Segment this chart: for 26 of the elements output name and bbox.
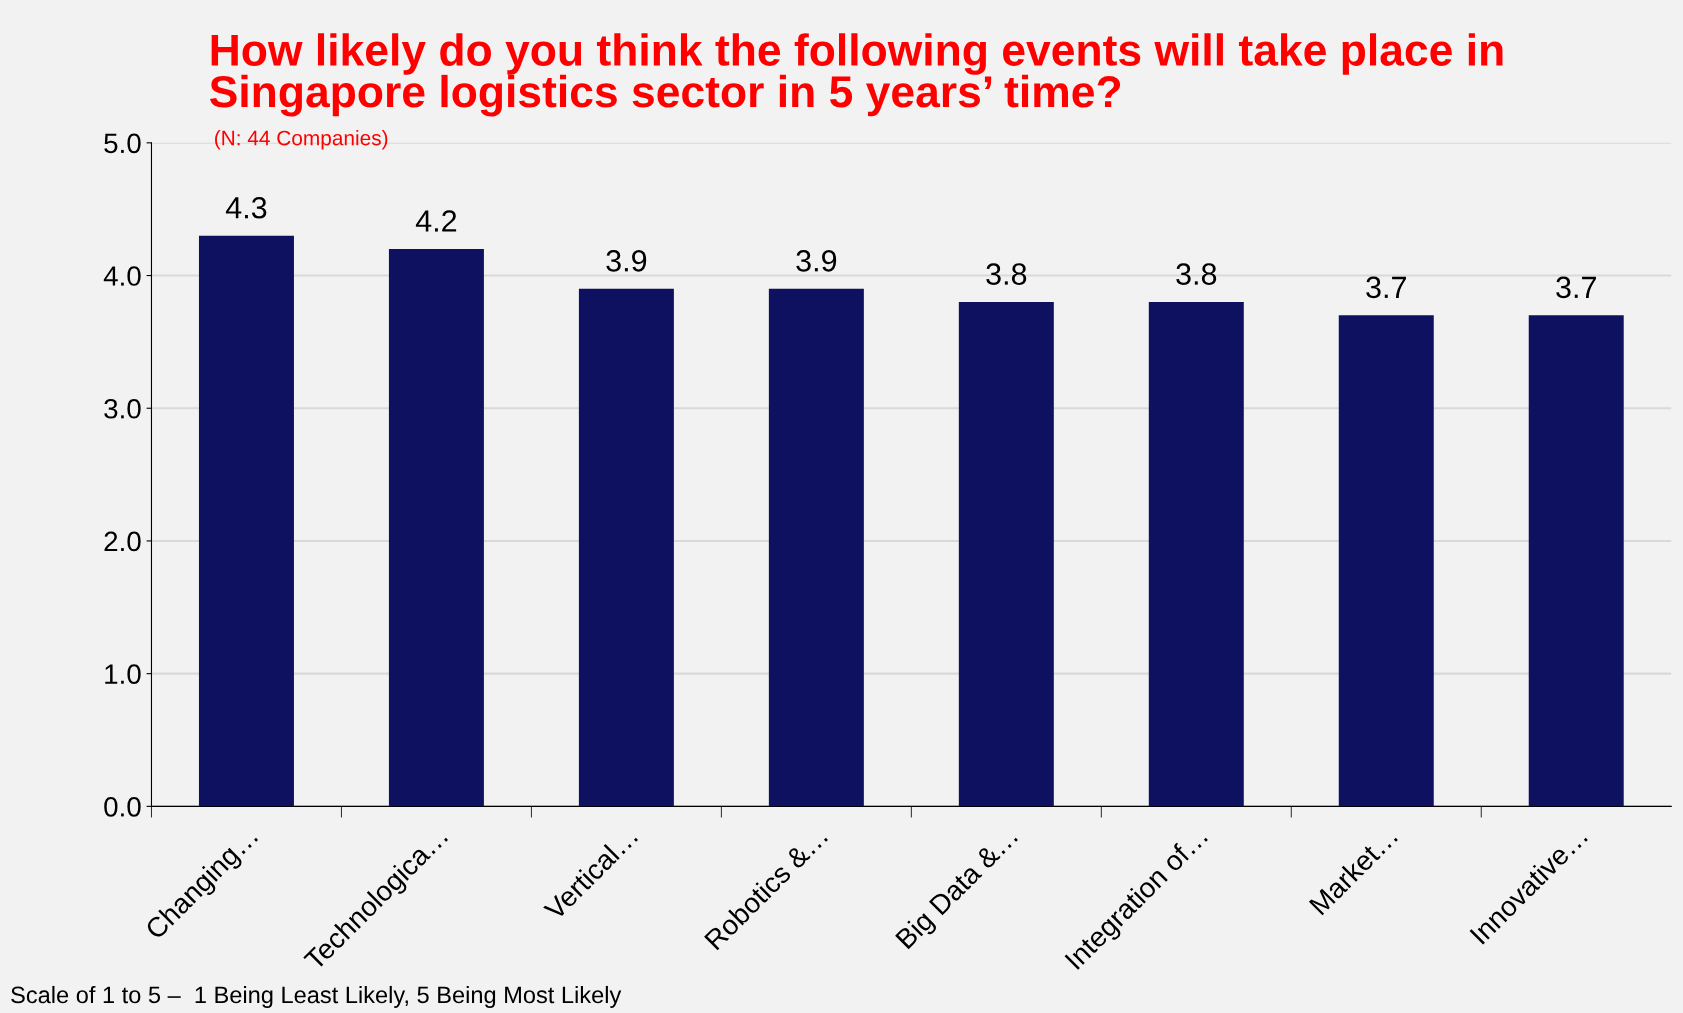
data-label: 4.2 — [415, 210, 457, 232]
y-tick-label: 5.0 — [104, 133, 141, 154]
bar — [578, 288, 674, 807]
bar — [1148, 302, 1244, 807]
bar — [1338, 315, 1434, 807]
data-label: 3.9 — [796, 250, 837, 272]
data-label: 4.3 — [225, 196, 267, 219]
bar — [198, 235, 294, 807]
bar — [958, 302, 1054, 807]
data-label: 3.8 — [1176, 263, 1217, 285]
y-tick-label: 0.0 — [104, 797, 141, 817]
data-label: 3.9 — [606, 250, 647, 272]
chart-subtitle: (N: 44 Companies) — [215, 130, 388, 150]
bar — [768, 288, 864, 807]
x-tick-label: Big Data &… — [894, 825, 1022, 954]
y-tick-label: 2.0 — [104, 531, 141, 552]
bar — [388, 249, 484, 807]
data-label: 3.7 — [1366, 276, 1406, 299]
text: Scale of 1 to 5 – 1 Being Least Likely, 5 Being Most Likely — [11, 985, 622, 1008]
data-label: 3.8 — [986, 263, 1027, 285]
chart-title: How likely do you think the following events will take place in Singapore logistics sector in 5 years’ time? — [209, 33, 1503, 117]
bar — [1528, 315, 1624, 807]
y-tick-label: 4.0 — [103, 266, 141, 286]
data-label: 3.7 — [1556, 276, 1596, 299]
y-tick-label: 3.0 — [104, 398, 141, 419]
y-tick-label: 1.0 — [105, 664, 141, 684]
